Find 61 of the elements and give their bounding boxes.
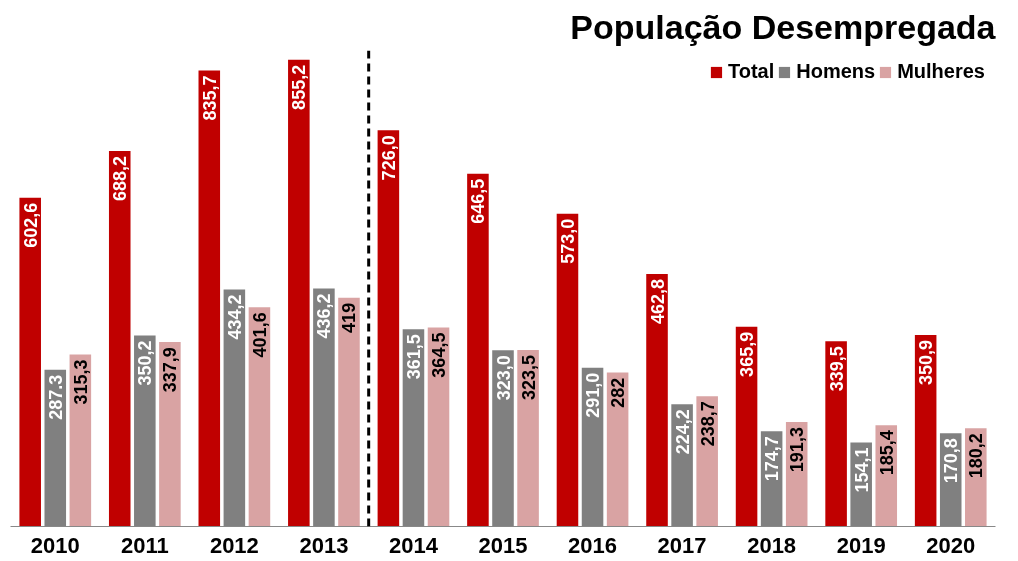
data-label: 350,2 [135,340,156,386]
data-label: 191,3 [787,427,808,473]
bar [646,273,668,527]
x-tick-label: 2012 [209,532,259,558]
x-tick-label: 2014 [388,532,439,558]
x-tick-label: 2019 [836,532,886,558]
bar [825,341,847,527]
data-label: 419 [339,302,360,333]
data-label: 855,2 [289,64,310,110]
bar [517,349,539,527]
data-label: 364,5 [429,332,450,378]
bar [248,307,271,527]
bar [288,59,310,527]
data-label: 174,7 [762,436,783,482]
data-label: 688,2 [110,155,131,202]
x-tick-label: 2013 [299,532,349,558]
data-label: 185,4 [876,430,897,476]
data-label: 238,7 [697,401,718,447]
data-label: 434,2 [224,294,245,340]
data-label: 323,0 [493,355,514,401]
data-label: 726,0 [378,135,399,181]
data-label: 291,0 [583,372,604,418]
data-label: 180,2 [966,433,987,479]
bar [377,130,400,527]
data-label: 315,3 [70,359,91,405]
data-label: 282 [608,377,629,408]
x-tick-label: 2010 [30,532,80,558]
legend-label: Mulheres [897,60,985,83]
chart-title: População Desempregada [570,7,997,46]
bar [19,197,41,527]
data-label: 323,5 [518,354,539,401]
bar [159,342,181,527]
data-label: 401,6 [249,312,270,358]
bar [198,70,221,527]
data-label: 835,7 [199,75,220,121]
bar [338,297,360,527]
x-tick-label: 2011 [120,532,169,558]
x-tick-label: 2016 [568,532,618,558]
data-label: 287.3 [45,374,66,420]
data-label: 154,1 [851,447,872,493]
data-label: 224,2 [672,409,693,455]
data-label: 602,6 [20,202,41,248]
bar [108,150,131,527]
data-label: 436,2 [314,293,335,339]
x-tick-label: 2015 [478,532,528,558]
data-label: 350,9 [916,340,937,386]
legend-label: Homens [796,60,876,83]
x-tick-label: 2017 [657,532,707,558]
x-tick-label: 2020 [926,532,976,558]
data-label: 361,5 [403,334,424,380]
x-tick-label: 2018 [747,532,797,558]
data-label: 646,5 [468,178,489,224]
data-label: 170,8 [941,438,962,484]
data-label: 337,9 [160,347,181,393]
bar [467,173,489,527]
data-label: 462,8 [647,278,668,324]
data-label: 365,9 [737,331,758,377]
data-label: 339,5 [826,346,847,392]
data-label: 573,0 [557,218,578,264]
legend-label: Total [727,60,775,83]
bar [556,213,579,527]
